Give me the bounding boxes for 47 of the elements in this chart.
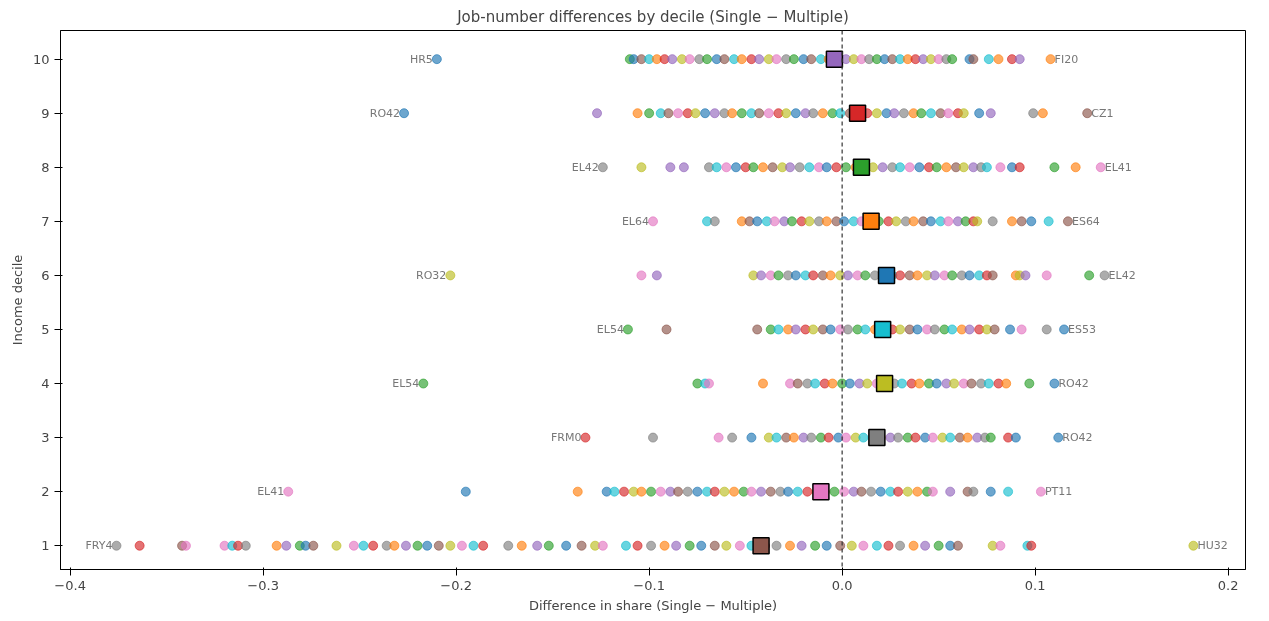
x-axis-title: Difference in share (Single − Multiple) <box>528 597 778 613</box>
point <box>848 104 867 122</box>
y-tick-label: 3 <box>41 430 50 446</box>
annotation: RO42 <box>1058 377 1089 391</box>
annotation: FRY4 <box>85 539 113 553</box>
annotation: HR5 <box>409 52 433 66</box>
annotation: EL54 <box>392 377 420 391</box>
y-tick-label: 1 <box>41 538 50 554</box>
y-tick-label: 6 <box>41 267 50 283</box>
annotation: RO32 <box>416 268 447 282</box>
annotation: EL42 <box>571 160 599 174</box>
annotation: EL42 <box>1108 268 1136 282</box>
annotation: EL54 <box>596 322 624 336</box>
x-tick-label: −0.3 <box>247 577 279 593</box>
annotation: PT11 <box>1044 485 1073 499</box>
y-tick-label: 5 <box>41 321 50 337</box>
annotation: RO42 <box>1062 431 1093 445</box>
annotation: FRM0 <box>550 431 582 445</box>
point <box>989 324 1000 335</box>
annotation: EL64 <box>621 214 649 228</box>
y-tick-label: 10 <box>32 51 50 67</box>
x-tick-label: 0.0 <box>831 577 853 593</box>
annotation: CZ1 <box>1091 106 1114 120</box>
point <box>752 324 763 335</box>
annotation: ES53 <box>1068 322 1097 336</box>
y-axis-title: Income decile <box>9 254 25 346</box>
annotation: EL41 <box>257 485 285 499</box>
chart-title: Job-number differences by decile (Single − Multiple) <box>456 7 849 26</box>
y-tick-label: 9 <box>41 105 50 121</box>
x-tick-label: 0.1 <box>1024 577 1046 593</box>
x-tick-label: 0.2 <box>1217 577 1239 593</box>
annotation: ES64 <box>1071 214 1100 228</box>
y-tick-label: 2 <box>41 484 50 500</box>
y-tick-label: 8 <box>41 159 50 175</box>
y-tick-label: 7 <box>41 213 50 229</box>
annotation: RO42 <box>369 106 401 120</box>
x-tick-label: −0.1 <box>633 577 665 593</box>
annotation: HU32 <box>1197 539 1228 553</box>
annotation: EL41 <box>1104 160 1132 174</box>
x-tick-label: −0.2 <box>440 577 472 593</box>
point <box>1024 378 1035 389</box>
annotation: FI20 <box>1054 52 1079 66</box>
point <box>418 378 429 389</box>
x-tick-label: −0.4 <box>54 577 86 593</box>
point <box>661 324 672 335</box>
y-tick-label: 4 <box>41 376 50 392</box>
point <box>923 378 934 389</box>
